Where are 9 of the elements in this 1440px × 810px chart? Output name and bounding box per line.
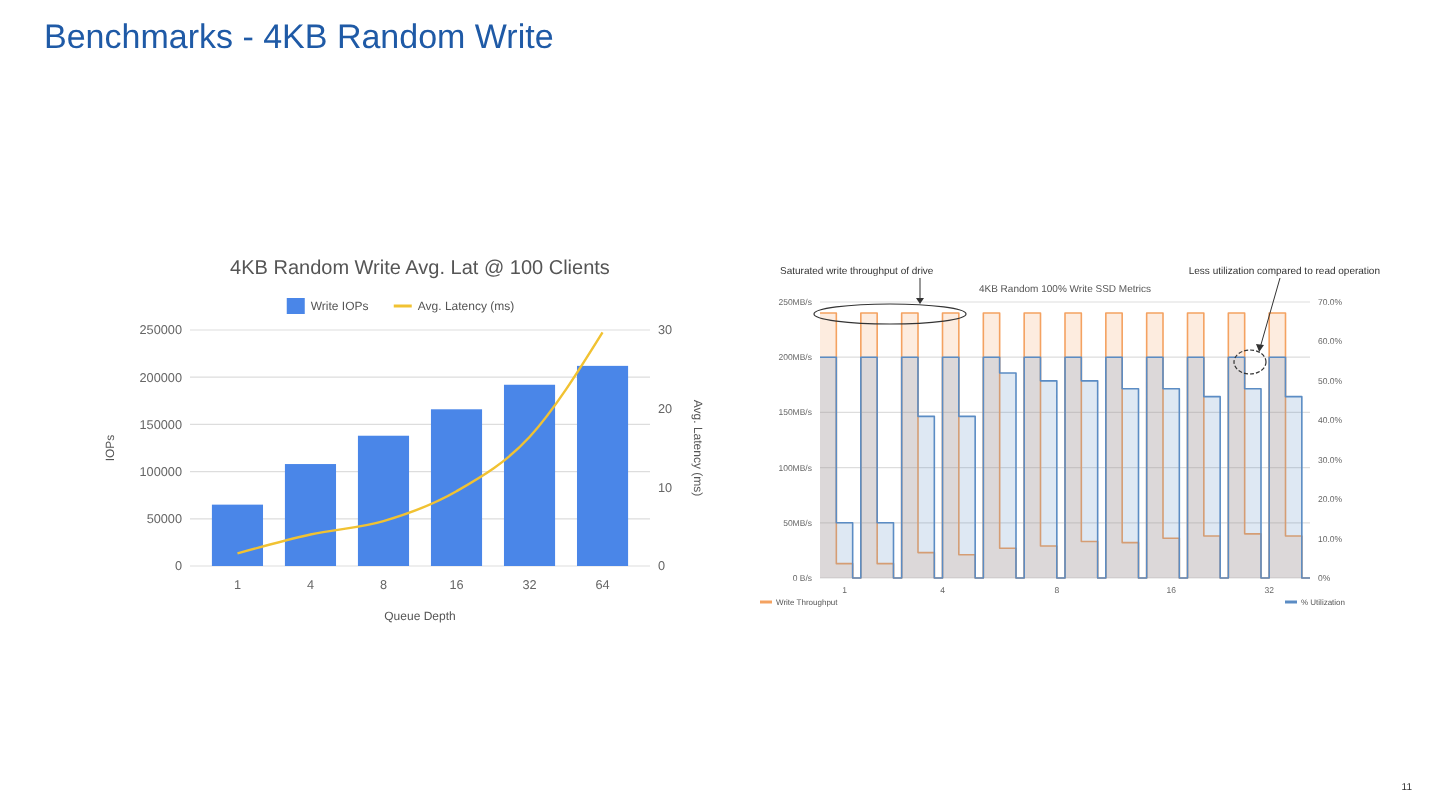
- bar: [576, 365, 629, 566]
- bar: [503, 384, 556, 566]
- line-series: [236, 331, 604, 555]
- bar: [211, 504, 264, 566]
- text: Benchmarks - 4KB Random Write: [44, 18, 554, 56]
- bar: [284, 464, 337, 566]
- bar: [357, 435, 410, 566]
- chart-title: 4KB Random Write Avg. Lat @ 100 Clients: [230, 258, 610, 280]
- bar: [430, 409, 483, 566]
